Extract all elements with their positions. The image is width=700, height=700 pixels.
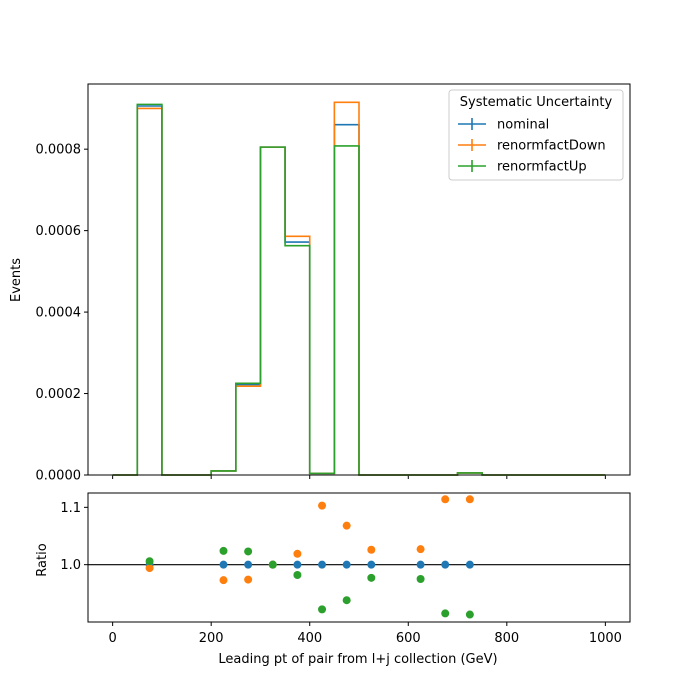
ratio-ytick-label: 1.1 <box>60 501 81 516</box>
legend-label: nominal <box>497 118 549 133</box>
xtick-label: 600 <box>396 631 421 646</box>
ratio-point-renormfactUp <box>416 575 425 583</box>
main-panel: 0.0000 0.0002 0.0004 0.0006 0.0008 Events Sy… <box>9 83 631 484</box>
ratio-point-renormfactUp <box>219 546 228 555</box>
xtick-label: 0 <box>108 631 116 646</box>
main-ytick-label: 0.0008 <box>36 143 82 158</box>
ratio-point-renormfactDown <box>145 564 154 573</box>
main-ytick-label: 0.0000 <box>36 469 82 484</box>
ratio-frame <box>87 492 631 623</box>
xtick-label: 1000 <box>589 631 622 646</box>
ratio-ticks: 1.0 1.1 0 200 400 600 800 1000 <box>60 501 622 646</box>
ratio-point-renormfactUp <box>244 547 253 556</box>
xtick-label: 800 <box>494 631 519 646</box>
ratio-point-renormfactUp <box>145 557 154 566</box>
legend-title: Systematic Uncertainty <box>460 95 613 110</box>
ratio-point-renormfactUp <box>465 610 474 619</box>
ratio-point-nominal <box>219 560 228 569</box>
legend-entry-nominal: nominal <box>458 118 549 133</box>
legend-entries: nominal renormfactDown renormfactUp <box>458 118 606 175</box>
ratio-point-renormfactDown <box>441 495 450 504</box>
ratio-point-renormfactDown <box>342 521 351 530</box>
legend-label: renormfactDown <box>497 139 606 154</box>
ratio-point-renormfactDown <box>367 545 376 554</box>
ratio-ytick-label: 1.0 <box>60 558 81 573</box>
xtick-label: 400 <box>297 631 322 646</box>
ratio-point-nominal <box>244 560 253 569</box>
ratio-point-renormfactUp <box>367 573 376 582</box>
legend: Systematic Uncertainty nominal renormfact… <box>448 89 624 181</box>
ratio-points <box>145 495 474 619</box>
ratio-point-renormfactDown <box>244 575 253 584</box>
main-ytick-label: 0.0006 <box>36 224 82 239</box>
main-ticks: 0.0000 0.0002 0.0004 0.0006 0.0008 <box>36 143 606 484</box>
ratio-point-renormfactUp <box>318 605 327 614</box>
ratio-point-renormfactUp <box>342 596 351 605</box>
ratio-point-renormfactDown <box>465 495 474 504</box>
ratio-point-nominal <box>342 560 351 569</box>
main-frame <box>87 83 631 476</box>
main-ytick-label: 0.0002 <box>36 387 82 402</box>
ratio-point-nominal <box>416 560 425 569</box>
legend-box <box>448 89 624 181</box>
ratio-point-renormfactDown <box>416 545 425 554</box>
xtick-label: 200 <box>199 631 224 646</box>
legend-entry-renormfactDown: renormfactDown <box>458 139 606 154</box>
ratio-point-renormfactUp <box>293 570 302 579</box>
ratio-ylabel: Ratio <box>35 543 50 576</box>
ratio-point-nominal <box>465 560 474 569</box>
ratio-point-renormfactDown <box>219 576 228 585</box>
ratio-point-nominal <box>367 560 376 569</box>
legend-label: renormfactUp <box>497 160 587 175</box>
ratio-point-renormfactDown <box>318 501 327 510</box>
legend-entry-renormfactUp: renormfactUp <box>458 160 587 175</box>
main-ytick-label: 0.0004 <box>36 306 82 321</box>
ratio-point-renormfactDown <box>293 549 302 558</box>
main-ylabel: Events <box>9 258 24 302</box>
ratio-point-nominal <box>441 560 450 569</box>
ratio-point-nominal <box>293 560 302 569</box>
ratio-panel: 1.0 1.1 0 200 400 600 800 1000 Ratio Leading pt… <box>35 492 631 667</box>
ratio-point-renormfactUp <box>441 609 450 618</box>
xlabel: Leading pt of pair from l+j collection (… <box>218 652 497 667</box>
ratio-point-nominal <box>318 560 327 569</box>
ratio-point-renormfactUp <box>268 560 277 569</box>
